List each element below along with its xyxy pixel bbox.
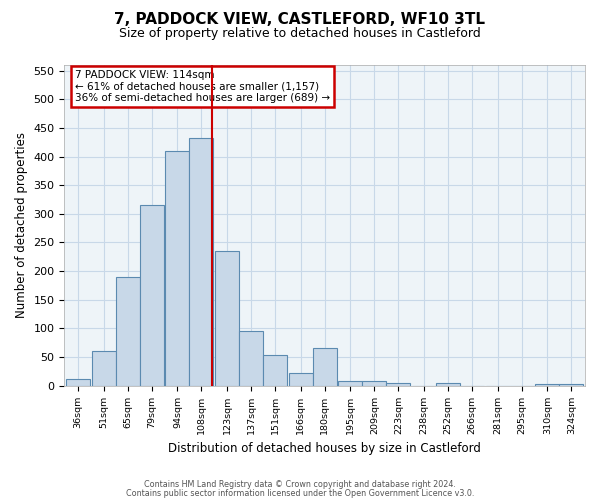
Text: Contains HM Land Registry data © Crown copyright and database right 2024.: Contains HM Land Registry data © Crown c… (144, 480, 456, 489)
Bar (436, 384, 460, 386)
Bar (239, 331, 263, 386)
Bar (289, 373, 313, 386)
Bar (166, 152, 190, 386)
Bar (66, 378, 90, 386)
Text: 7, PADDOCK VIEW, CASTLEFORD, WF10 3TL: 7, PADDOCK VIEW, CASTLEFORD, WF10 3TL (115, 12, 485, 28)
Bar (190, 138, 214, 386)
Y-axis label: Number of detached properties: Number of detached properties (15, 132, 28, 318)
Bar (535, 384, 559, 386)
X-axis label: Distribution of detached houses by size in Castleford: Distribution of detached houses by size … (168, 442, 481, 455)
Text: Size of property relative to detached houses in Castleford: Size of property relative to detached ho… (119, 28, 481, 40)
Bar (215, 251, 239, 386)
Bar (263, 355, 287, 386)
Bar (362, 381, 386, 386)
Bar (386, 382, 410, 386)
Text: 7 PADDOCK VIEW: 114sqm
← 61% of detached houses are smaller (1,157)
36% of semi-: 7 PADDOCK VIEW: 114sqm ← 61% of detached… (75, 70, 330, 103)
Bar (313, 348, 337, 386)
Bar (559, 384, 583, 386)
Bar (116, 277, 140, 386)
Text: Contains public sector information licensed under the Open Government Licence v3: Contains public sector information licen… (126, 488, 474, 498)
Bar (338, 381, 362, 386)
Bar (140, 205, 164, 386)
Bar (92, 350, 116, 386)
